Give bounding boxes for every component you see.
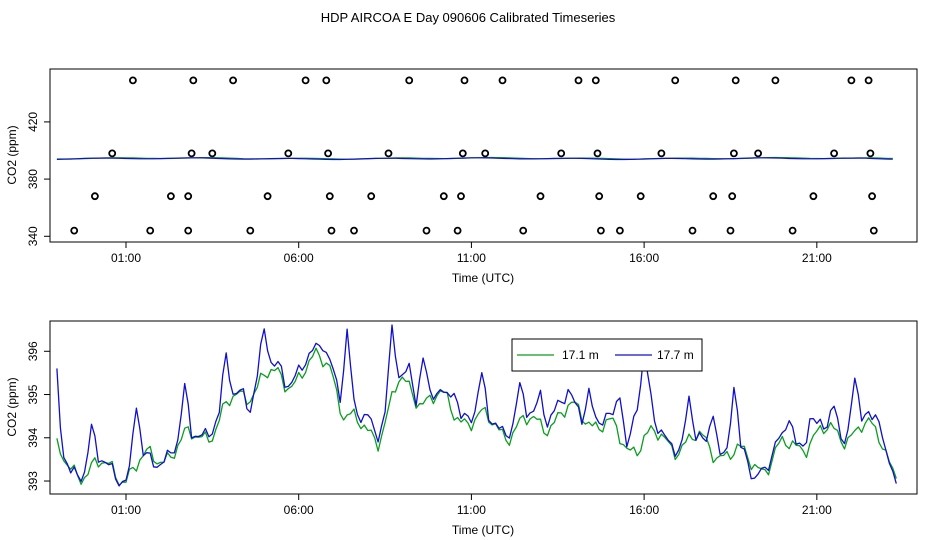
calibration-point <box>788 226 797 235</box>
calibration-point <box>771 76 780 85</box>
calibration-point <box>595 192 604 201</box>
calibration-point <box>246 226 255 235</box>
calibration-point <box>830 149 838 158</box>
calibration-point <box>70 226 79 235</box>
calibration-point <box>728 192 737 201</box>
calibration-point <box>322 76 331 85</box>
calibration-point <box>327 226 336 235</box>
calibration-point <box>453 226 462 235</box>
calibration-point <box>657 149 666 158</box>
calibration-point <box>108 149 117 158</box>
x-tick-label: 06:00 <box>284 503 314 517</box>
chart-title: HDP AIRCOA E Day 090606 Calibrated Times… <box>321 10 616 25</box>
calibration-point <box>519 226 528 235</box>
x-tick-label: 21:00 <box>802 251 832 265</box>
calibration-point <box>709 192 718 201</box>
calibration-point <box>498 76 507 85</box>
calibration-point <box>847 76 856 85</box>
calibration-point <box>616 226 624 235</box>
calibration-point <box>868 192 876 201</box>
calibration-point <box>184 192 193 201</box>
plot-frame-bottom <box>49 320 918 495</box>
calibration-point <box>726 226 735 235</box>
calibration-point <box>405 76 414 85</box>
y-axis-label-top: CO2 (ppm) <box>5 125 19 184</box>
panel-bottom-co2-series: 01:00 06:00 11:00 16:00 21:00 393 394 395 396 Ti… <box>5 320 918 537</box>
calibration-point <box>481 149 490 158</box>
calibration-point <box>460 76 469 85</box>
legend: 17.1 m 17.7 m <box>511 338 703 372</box>
x-tick-label: 16:00 <box>629 503 659 517</box>
series-line-17-7-m <box>56 324 897 487</box>
series-line-17-1-m <box>56 347 897 486</box>
y-tick-label: 393 <box>26 471 40 491</box>
y-tick-label: 420 <box>26 112 40 132</box>
calibration-point <box>864 76 873 85</box>
calibration-point <box>730 149 738 158</box>
calibration-point <box>229 76 238 85</box>
calibration-point <box>128 76 137 85</box>
x-tick-label: 11:00 <box>457 251 486 265</box>
calibration-point <box>384 149 393 158</box>
calibration-point <box>146 226 155 235</box>
calibration-point <box>636 192 645 201</box>
calibration-point <box>350 226 358 235</box>
legend-label-17-1m: 17.1 m <box>562 348 599 362</box>
calibration-point <box>325 192 334 201</box>
calibration-point <box>189 76 198 85</box>
x-tick-label: 16:00 <box>629 251 659 265</box>
top-series-line-1 <box>56 157 893 161</box>
top-axis-ticks: 01:00 06:00 11:00 16:00 21:00 340 380 420 <box>26 112 832 265</box>
calibration-point <box>574 76 583 85</box>
bottom-series-lines <box>56 324 897 487</box>
calibration-point <box>557 149 566 158</box>
calibration-point <box>458 149 467 158</box>
top-series-lines <box>56 156 893 161</box>
x-tick-label: 01:00 <box>111 503 141 517</box>
calibration-point <box>869 226 878 235</box>
x-axis-label-top: Time (UTC) <box>452 271 514 285</box>
calibration-point <box>866 149 875 158</box>
calibration-point <box>301 76 310 85</box>
calibration-point <box>597 226 605 235</box>
calibration-point <box>284 149 293 158</box>
x-axis-label-bottom: Time (UTC) <box>452 523 514 537</box>
legend-label-17-7m: 17.7 m <box>657 348 694 362</box>
x-tick-label: 21:00 <box>802 503 832 517</box>
calibration-point <box>591 76 600 85</box>
y-tick-label: 380 <box>26 169 40 189</box>
calibration-point <box>422 226 431 235</box>
calibration-point <box>439 192 448 201</box>
plot-frame-top <box>49 68 918 243</box>
calibration-point <box>324 149 333 158</box>
calibration-point <box>688 226 697 235</box>
calibration-point <box>809 192 818 201</box>
y-tick-label: 340 <box>26 226 40 246</box>
calibration-point <box>671 76 680 85</box>
calibration-point <box>208 149 217 158</box>
calibration-point <box>457 192 465 201</box>
x-tick-label: 11:00 <box>457 503 486 517</box>
y-axis-label-bottom: CO2 (ppm) <box>5 377 19 436</box>
calibration-point <box>754 149 762 158</box>
y-tick-label: 396 <box>26 341 40 361</box>
calibration-point <box>187 149 196 158</box>
x-tick-label: 06:00 <box>284 251 314 265</box>
calibration-point <box>593 149 602 158</box>
x-tick-label: 01:00 <box>111 251 141 265</box>
calibration-point <box>536 192 545 201</box>
legend-box <box>511 338 703 372</box>
y-tick-label: 394 <box>26 427 40 447</box>
calibration-point <box>184 226 193 235</box>
top-calibration-points <box>70 76 878 235</box>
bottom-axis-ticks: 01:00 06:00 11:00 16:00 21:00 393 394 395 396 <box>26 341 832 517</box>
calibration-point <box>91 192 99 201</box>
calibration-point <box>263 192 272 201</box>
calibration-point <box>166 192 175 201</box>
calibration-point <box>731 76 740 85</box>
panel-top-calibrated-timeseries: 01:00 06:00 11:00 16:00 21:00 340 380 420 Time … <box>5 68 918 285</box>
y-tick-label: 395 <box>26 384 40 404</box>
calibration-point <box>367 192 376 201</box>
